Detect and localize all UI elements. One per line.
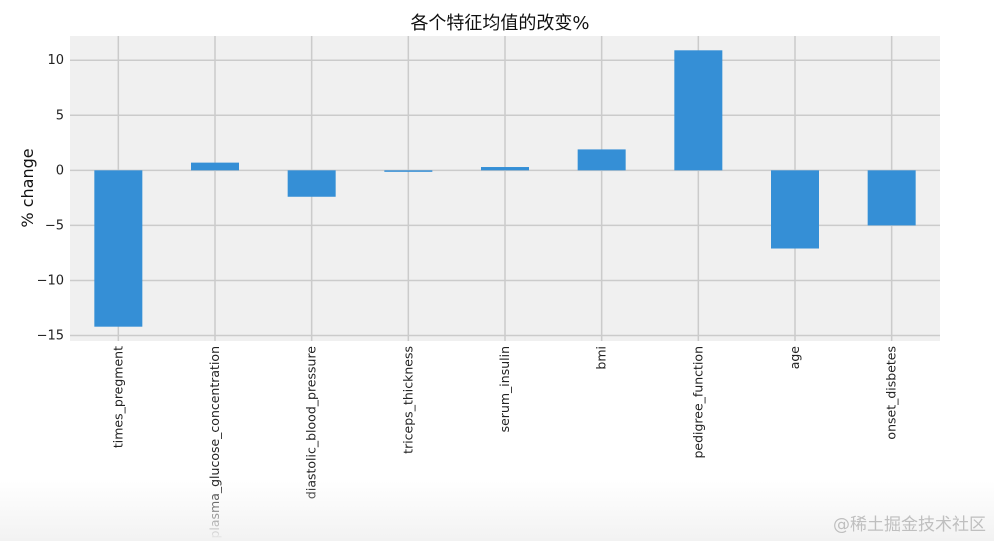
bar-times-pregment bbox=[94, 170, 143, 327]
bar-age bbox=[771, 170, 819, 249]
x-tick-label: bmi bbox=[594, 346, 609, 370]
y-tick-label: −5 bbox=[45, 218, 64, 233]
bar-serum-insulin bbox=[481, 167, 529, 171]
y-tick-label: 0 bbox=[56, 163, 64, 178]
bar-diastolic-blood-pressure bbox=[287, 170, 336, 197]
y-tick-labels: 10 5 0 −5 −10 −15 bbox=[37, 53, 64, 343]
bar-plasma-glucose-concentration bbox=[191, 162, 239, 171]
y-tick-label: −10 bbox=[37, 273, 64, 288]
y-axis-label: % change bbox=[18, 148, 37, 227]
x-tick-label: serum_insulin bbox=[497, 346, 512, 432]
bars-layer bbox=[94, 50, 916, 327]
y-tick-label: 10 bbox=[47, 53, 64, 68]
x-tick-label: times_pregment bbox=[110, 346, 125, 448]
x-tick-label: onset_disbetes bbox=[884, 346, 899, 440]
bar-pedigree-function bbox=[674, 50, 723, 171]
chart-title: 各个特征均值的改变% bbox=[410, 13, 589, 34]
bottom-fade bbox=[0, 481, 994, 541]
x-tick-label: pedigree_function bbox=[690, 346, 705, 459]
x-tick-label: age bbox=[787, 346, 802, 370]
y-tick-label: −15 bbox=[37, 328, 64, 343]
x-tick-label: triceps_thickness bbox=[400, 346, 415, 454]
x-tick-label: diastolic_blood_pressure bbox=[304, 346, 319, 499]
bar-bmi bbox=[577, 149, 626, 171]
bar-onset-disbetes bbox=[867, 170, 916, 226]
y-tick-label: 5 bbox=[56, 108, 64, 123]
watermark: @稀土掘金技术社区 bbox=[833, 515, 986, 535]
bar-triceps-thickness bbox=[384, 170, 433, 172]
